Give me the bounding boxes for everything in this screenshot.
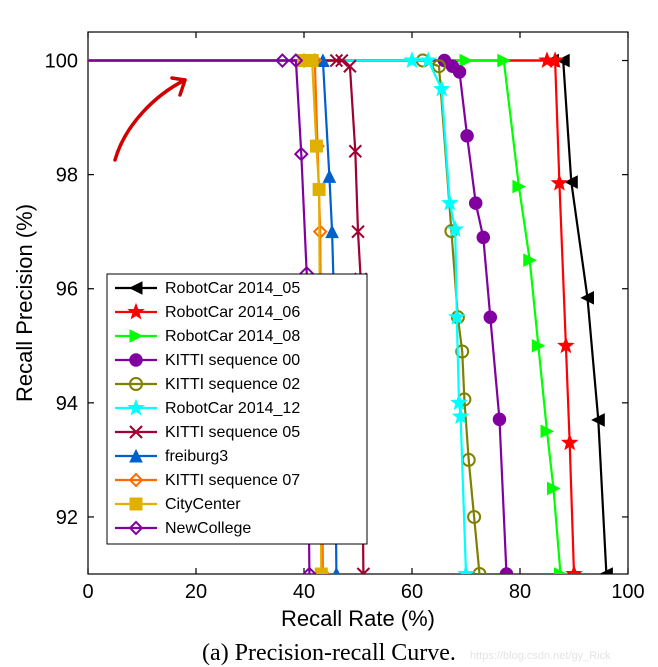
svg-text:40: 40 xyxy=(293,581,315,603)
svg-text:100: 100 xyxy=(45,51,78,73)
svg-text:100: 100 xyxy=(611,581,644,603)
svg-text:Recall Rate (%): Recall Rate (%) xyxy=(281,606,435,631)
svg-text:96: 96 xyxy=(56,279,78,301)
precision-recall-chart: 0 20 40 60 80 100 92 94 96 98 100 Recall Rate (%) Re… xyxy=(0,0,658,666)
svg-text:60: 60 xyxy=(401,581,423,603)
svg-text:98: 98 xyxy=(56,165,78,187)
svg-text:KITTI sequence 02: KITTI sequence 02 xyxy=(165,376,300,393)
svg-text:RobotCar 2014_08: RobotCar 2014_08 xyxy=(165,328,300,345)
svg-text:20: 20 xyxy=(185,581,207,603)
svg-text:94: 94 xyxy=(56,393,78,415)
chart-svg: 0 20 40 60 80 100 92 94 96 98 100 Recall Rate (%) Re… xyxy=(0,0,658,666)
svg-text:RobotCar 2014_12: RobotCar 2014_12 xyxy=(165,400,300,417)
svg-text:NewCollege: NewCollege xyxy=(165,520,251,537)
svg-text:KITTI sequence 07: KITTI sequence 07 xyxy=(165,472,300,489)
svg-text:RobotCar 2014_06: RobotCar 2014_06 xyxy=(165,304,300,321)
svg-text:Recall Precision (%): Recall Precision (%) xyxy=(12,204,37,402)
svg-text:KITTI sequence 05: KITTI sequence 05 xyxy=(165,424,300,441)
svg-text:92: 92 xyxy=(56,507,78,529)
svg-text:RobotCar 2014_05: RobotCar 2014_05 xyxy=(165,280,300,297)
svg-text:CityCenter: CityCenter xyxy=(165,496,241,513)
svg-text:80: 80 xyxy=(509,581,531,603)
svg-text:freiburg3: freiburg3 xyxy=(165,448,228,465)
watermark-text: https://blog.csdn.net/gy_Rick xyxy=(470,650,611,662)
svg-text:0: 0 xyxy=(82,581,93,603)
svg-text:KITTI sequence 00: KITTI sequence 00 xyxy=(165,352,300,369)
